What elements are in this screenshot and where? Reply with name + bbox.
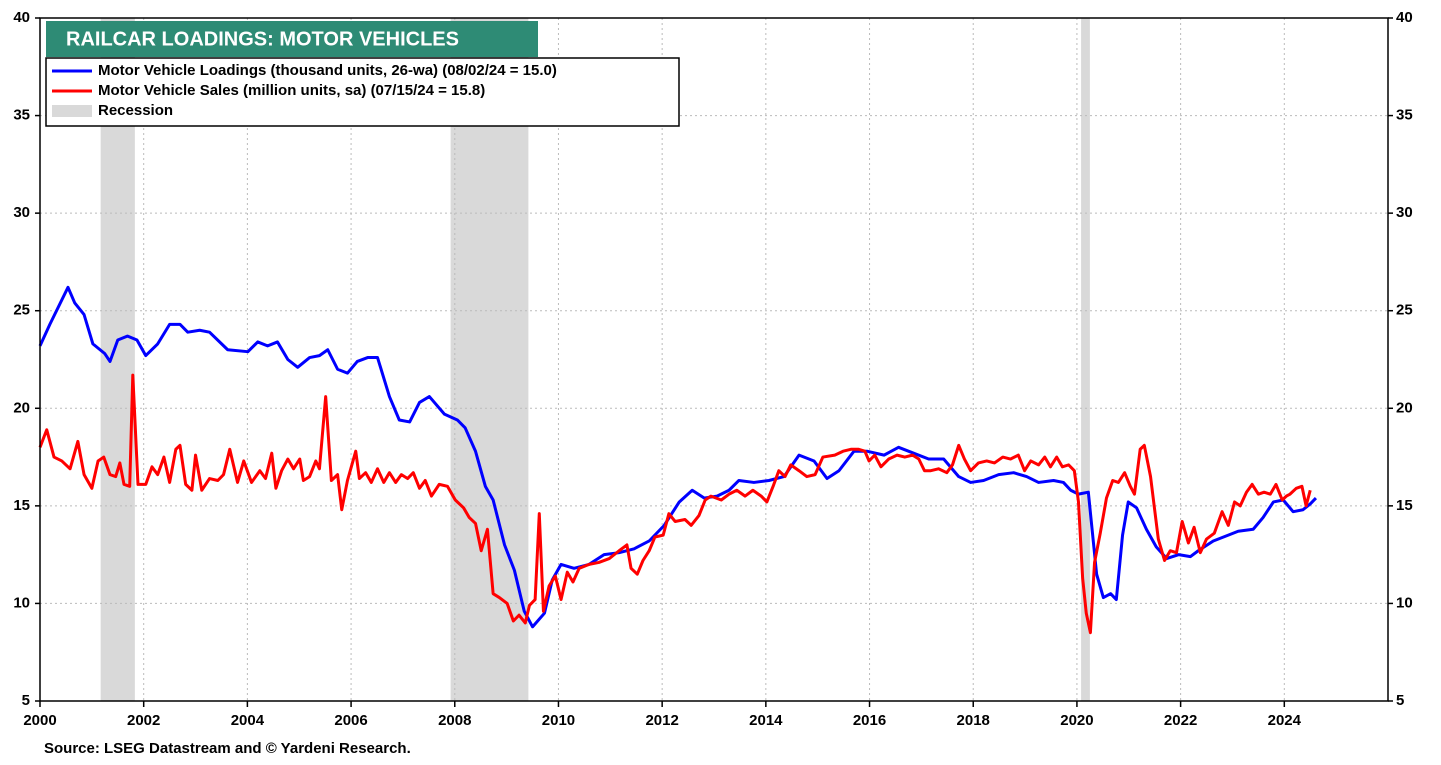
y-tick-label: 35 (13, 107, 30, 124)
legend-label: Recession (98, 102, 173, 119)
legend-label: Motor Vehicle Loadings (thousand units, … (98, 62, 557, 79)
y2-tick-label: 25 (1396, 302, 1413, 319)
chart-title: RAILCAR LOADINGS: MOTOR VEHICLES (66, 28, 459, 50)
legend: Motor Vehicle Loadings (thousand units, … (52, 62, 557, 119)
y2-tick-label: 35 (1396, 107, 1413, 124)
ticks-layer: 5 10 15 20 25 30 35 40 5 10 15 20 25 30 35 40 2000 2002 20… (13, 9, 1412, 729)
x-tick-label: 2024 (1268, 712, 1302, 729)
y-tick-label: 5 (22, 692, 30, 709)
y2-tick-label: 15 (1396, 497, 1413, 514)
grid-layer (40, 17, 1388, 702)
series-line (38, 373, 1312, 635)
title-box (46, 21, 538, 57)
y2-tick-label: 5 (1396, 692, 1404, 709)
x-tick-label: 2014 (749, 712, 783, 729)
y-tick-label: 15 (13, 497, 30, 514)
legend-swatch (52, 105, 92, 117)
y-tick-label: 30 (13, 204, 30, 221)
recession-band (1081, 18, 1090, 701)
x-tick-label: 2008 (438, 712, 471, 729)
source-note: Source: LSEG Datastream and © Yardeni Re… (44, 740, 411, 757)
x-tick-label: 2006 (334, 712, 367, 729)
x-tick-label: 2000 (23, 712, 56, 729)
x-tick-label: 2012 (645, 712, 678, 729)
legend-label: Motor Vehicle Sales (million units, sa) … (98, 82, 485, 99)
x-tick-label: 2010 (542, 712, 575, 729)
x-tick-label: 2022 (1164, 712, 1197, 729)
lines-layer (38, 285, 1318, 635)
y2-tick-label: 30 (1396, 204, 1413, 221)
x-tick-label: 2002 (127, 712, 160, 729)
y-tick-label: 25 (13, 302, 30, 319)
y2-tick-label: 10 (1396, 594, 1413, 611)
y2-tick-label: 40 (1396, 9, 1413, 26)
x-tick-label: 2018 (957, 712, 990, 729)
plot-frame (39, 17, 1389, 702)
series-line (38, 285, 1318, 629)
y2-tick-label: 20 (1396, 399, 1413, 416)
y-tick-label: 20 (13, 399, 30, 416)
y-tick-label: 40 (13, 9, 30, 26)
recession-band (450, 18, 529, 701)
background-layer (100, 18, 1090, 701)
recession-band (100, 18, 135, 701)
y-tick-label: 10 (13, 594, 30, 611)
x-tick-label: 2016 (853, 712, 886, 729)
x-tick-label: 2004 (231, 712, 265, 729)
legend-box (45, 57, 680, 127)
x-tick-label: 2020 (1060, 712, 1093, 729)
